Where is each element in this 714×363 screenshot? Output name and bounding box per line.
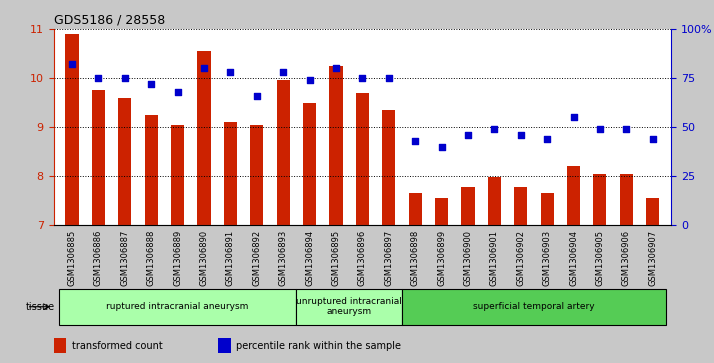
Bar (540, 193, 554, 225)
Bar (435, 198, 448, 225)
Bar (223, 122, 237, 225)
Bar (145, 115, 158, 225)
Text: superficial temporal artery: superficial temporal artery (473, 302, 595, 311)
Point (594, 126, 605, 132)
Point (383, 75, 394, 81)
Bar (408, 193, 422, 225)
Bar (119, 98, 131, 225)
Point (198, 65, 210, 71)
Text: unruptured intracranial
aneurysm: unruptured intracranial aneurysm (296, 297, 402, 317)
Point (647, 136, 658, 142)
Bar (197, 51, 211, 225)
Point (225, 69, 236, 75)
Bar (92, 90, 105, 225)
Point (436, 144, 447, 150)
Bar (620, 174, 633, 225)
Point (172, 89, 183, 95)
Point (93, 75, 104, 81)
Point (278, 69, 289, 75)
Point (251, 93, 263, 99)
Bar (382, 110, 396, 225)
Point (488, 126, 500, 132)
Point (409, 138, 421, 144)
Bar (593, 174, 606, 225)
Bar (329, 66, 343, 225)
Point (568, 114, 579, 120)
Text: percentile rank within the sample: percentile rank within the sample (236, 340, 401, 351)
Bar (567, 166, 580, 225)
Point (331, 65, 342, 71)
Point (146, 81, 157, 87)
Bar (276, 81, 290, 225)
Point (620, 126, 632, 132)
Point (515, 132, 526, 138)
Text: ruptured intracranial aneurysm: ruptured intracranial aneurysm (106, 302, 248, 311)
Bar (303, 102, 316, 225)
Point (66, 61, 78, 67)
Bar (66, 34, 79, 225)
Bar (171, 125, 184, 225)
Point (119, 75, 131, 81)
Bar (646, 198, 659, 225)
Text: GDS5186 / 28558: GDS5186 / 28558 (54, 13, 165, 26)
Point (304, 77, 316, 83)
Point (541, 136, 553, 142)
Bar (356, 93, 369, 225)
Bar (514, 187, 528, 225)
Point (356, 75, 368, 81)
Text: tissue: tissue (26, 302, 55, 312)
Bar (250, 125, 263, 225)
Bar (488, 177, 501, 225)
Point (462, 132, 473, 138)
Bar (461, 187, 475, 225)
Text: transformed count: transformed count (72, 340, 163, 351)
